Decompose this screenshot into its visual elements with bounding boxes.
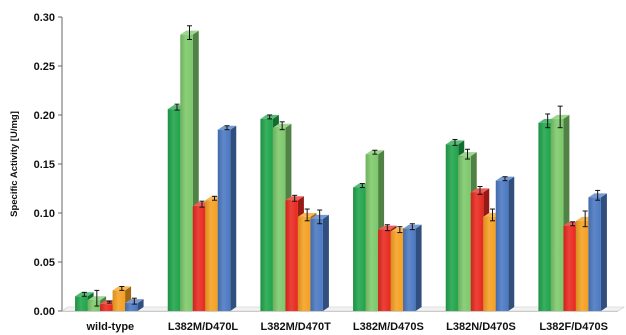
bar xyxy=(378,229,391,311)
y-tick-label: 0.05 xyxy=(34,257,55,269)
bar xyxy=(495,180,509,311)
bar xyxy=(167,109,181,312)
bar xyxy=(588,197,601,311)
bar xyxy=(285,200,298,311)
bar-group xyxy=(353,150,422,311)
bar xyxy=(87,300,101,311)
bar xyxy=(192,206,206,311)
bar xyxy=(483,216,496,311)
bar-group xyxy=(260,114,329,312)
bar xyxy=(217,129,231,311)
y-tick-label: 0.15 xyxy=(34,159,55,171)
bar xyxy=(445,144,459,311)
category-label: L382M/D470T xyxy=(261,321,332,333)
bar xyxy=(538,122,551,311)
bar-group xyxy=(167,30,237,312)
category-label: L382M/D470S xyxy=(353,321,424,333)
bar xyxy=(550,118,564,311)
bar xyxy=(100,304,113,311)
bar-side xyxy=(230,125,237,311)
bar xyxy=(310,218,323,311)
y-axis-title: Specific Activity [U/mg] xyxy=(9,111,20,217)
bar xyxy=(75,296,88,311)
bar xyxy=(205,200,218,311)
category-label: L382F/D470S xyxy=(539,321,607,333)
y-tick-label: 0.20 xyxy=(34,110,55,122)
y-tick-label: 0.30 xyxy=(34,12,55,24)
bar-side xyxy=(415,224,422,311)
bar-side xyxy=(600,193,607,311)
bar-group xyxy=(538,114,607,311)
bar xyxy=(458,156,471,311)
bar-side xyxy=(322,214,329,311)
category-label: wild-type xyxy=(85,321,134,333)
bar-side xyxy=(137,299,144,311)
bar xyxy=(180,34,193,311)
category-label: L382N/D470S xyxy=(446,321,516,333)
bar-side xyxy=(508,176,515,311)
bars xyxy=(75,30,607,312)
bar xyxy=(365,154,379,311)
bar xyxy=(575,220,589,311)
category-label: L382M/D470L xyxy=(168,321,239,333)
y-tick-label: 0.10 xyxy=(34,208,55,220)
bar-group xyxy=(445,140,515,311)
bar xyxy=(125,303,138,311)
bar xyxy=(390,231,404,311)
y-tick-label: 0.25 xyxy=(34,61,55,73)
bar xyxy=(260,118,273,311)
labels: 0.00 0.05 0.10 0.15 0.20 0.25 0.30 Specific Act… xyxy=(9,12,608,333)
bar xyxy=(297,216,311,311)
y-tick-label: 0.00 xyxy=(34,306,55,318)
bar xyxy=(272,127,286,312)
bar xyxy=(470,192,484,311)
error-bars xyxy=(81,25,601,307)
bar xyxy=(563,225,576,311)
bar xyxy=(403,228,416,311)
bar xyxy=(112,290,126,311)
bar xyxy=(353,187,366,311)
